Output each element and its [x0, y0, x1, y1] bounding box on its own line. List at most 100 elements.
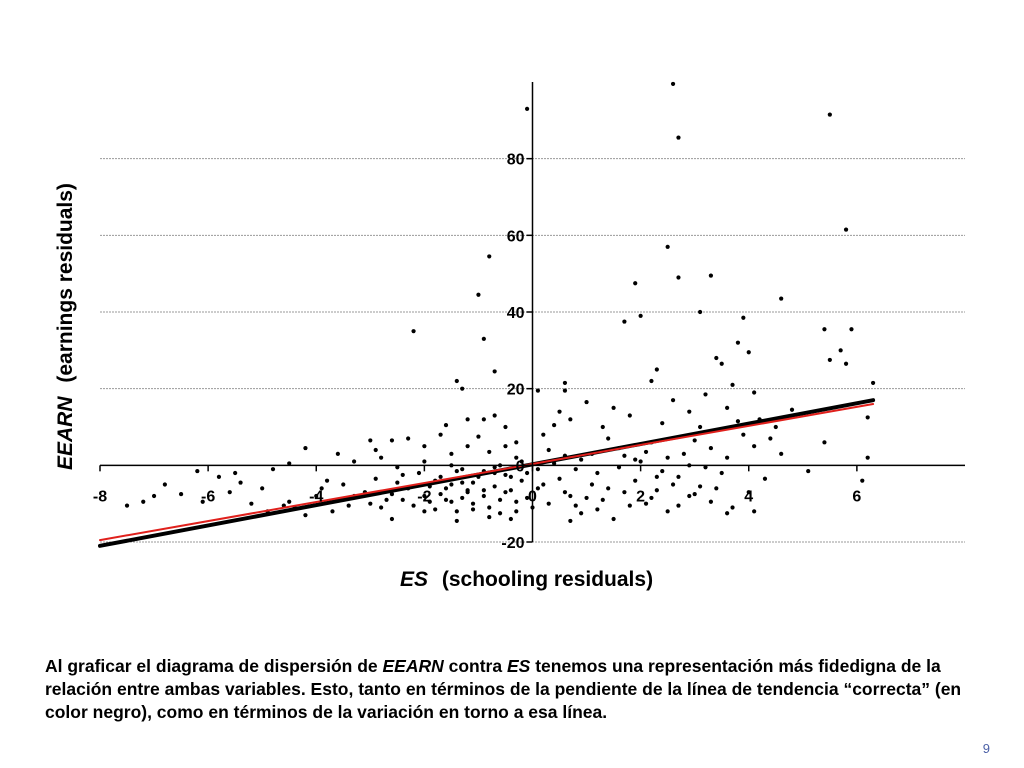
data-point	[773, 424, 778, 430]
data-point	[606, 486, 611, 491]
data-point	[449, 451, 454, 456]
data-point	[595, 507, 600, 512]
data-point	[487, 449, 492, 455]
data-point	[670, 482, 676, 487]
data-point	[487, 505, 492, 510]
data-point	[249, 501, 254, 506]
data-point	[676, 275, 681, 280]
data-point	[406, 436, 411, 441]
data-point	[433, 507, 438, 512]
data-point	[670, 81, 676, 87]
data-point	[838, 348, 843, 353]
data-point	[806, 468, 811, 474]
data-point	[870, 380, 876, 386]
data-point	[649, 495, 654, 501]
data-point	[465, 488, 470, 493]
data-point	[768, 436, 773, 441]
data-point	[524, 106, 530, 111]
data-point	[400, 472, 405, 478]
data-point	[368, 438, 373, 443]
data-point	[508, 488, 513, 493]
data-point	[822, 440, 827, 445]
data-point	[660, 468, 665, 474]
data-point	[260, 486, 265, 491]
data-point	[562, 388, 568, 393]
data-point	[730, 382, 735, 387]
data-point	[416, 470, 422, 476]
y-tick-label: 80	[507, 152, 525, 169]
data-point	[389, 516, 395, 522]
data-point	[843, 227, 849, 232]
data-point	[514, 499, 519, 504]
data-point	[568, 518, 573, 524]
data-point	[725, 511, 730, 516]
data-point	[546, 447, 551, 453]
data-point	[714, 486, 719, 491]
data-point	[616, 465, 622, 470]
data-point	[373, 476, 378, 481]
data-point	[573, 467, 578, 472]
data-point	[725, 405, 730, 410]
data-point	[611, 516, 616, 522]
data-point	[708, 445, 714, 451]
data-point	[692, 491, 697, 497]
data-point	[562, 380, 568, 386]
data-point	[379, 455, 384, 460]
data-point	[697, 424, 703, 430]
data-point	[497, 511, 503, 516]
data-point	[314, 493, 319, 499]
data-point	[411, 329, 416, 334]
data-point	[557, 476, 562, 481]
data-point	[681, 451, 686, 456]
data-point	[611, 405, 616, 410]
data-point	[411, 503, 416, 508]
data-point	[665, 455, 670, 460]
data-point	[741, 432, 746, 437]
data-point	[654, 474, 659, 479]
data-point	[752, 390, 757, 395]
data-point	[703, 465, 708, 470]
x-tick-label: 2	[636, 488, 645, 505]
data-point	[568, 417, 573, 422]
data-point	[541, 482, 546, 487]
data-point	[438, 432, 443, 437]
data-point	[200, 499, 205, 504]
data-point	[687, 409, 692, 414]
data-point	[508, 474, 513, 479]
data-point	[600, 497, 605, 502]
data-point	[719, 470, 724, 476]
data-point	[195, 468, 200, 474]
data-point	[481, 493, 486, 499]
data-point	[481, 488, 486, 493]
x-tick-label: -8	[93, 488, 107, 505]
data-point	[454, 468, 459, 474]
data-point	[535, 388, 541, 393]
data-point	[454, 509, 459, 514]
data-point	[752, 509, 757, 514]
data-point	[443, 497, 449, 502]
data-point	[697, 309, 703, 315]
data-point	[708, 273, 714, 278]
data-point	[492, 484, 497, 489]
data-point	[335, 451, 340, 456]
data-point	[524, 470, 530, 476]
data-point	[557, 409, 562, 414]
x-axis-desc: (schooling residuals)	[442, 568, 653, 591]
data-point	[341, 482, 346, 487]
data-point	[524, 495, 530, 501]
data-point	[714, 355, 719, 361]
data-point	[454, 518, 459, 524]
y-tick-label: 40	[507, 305, 525, 322]
data-point	[600, 424, 605, 430]
data-point	[649, 378, 654, 384]
data-point	[779, 296, 784, 301]
page-number: 9	[982, 741, 990, 756]
data-point	[438, 491, 443, 497]
data-point	[124, 503, 130, 508]
data-point	[643, 501, 649, 506]
data-point	[178, 491, 184, 497]
data-point	[492, 369, 497, 374]
data-point	[503, 490, 508, 495]
data-point	[735, 419, 741, 424]
